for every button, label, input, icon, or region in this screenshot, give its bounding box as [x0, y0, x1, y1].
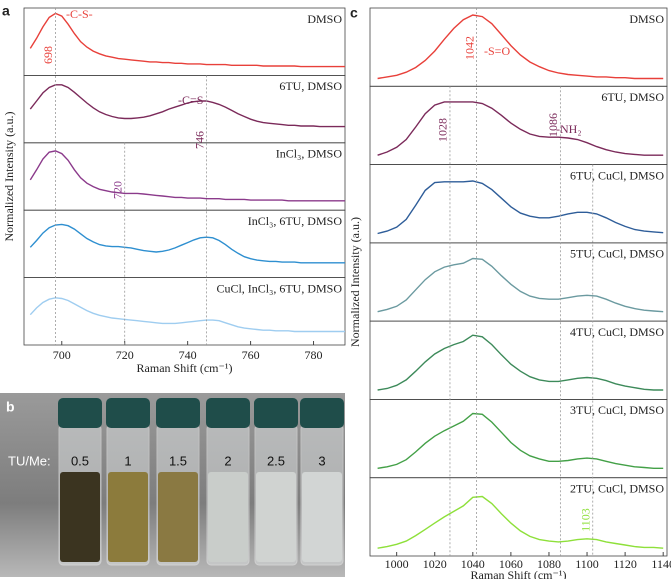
spectrum-line — [30, 298, 345, 332]
peak-label: 1103 — [579, 508, 593, 532]
vial-cap — [58, 398, 102, 428]
spectrum-line — [30, 224, 345, 262]
x-tick-label: 1040 — [461, 557, 485, 571]
spectrum-line — [378, 335, 664, 390]
vial-liquid — [302, 472, 342, 562]
x-tick-label: 1140 — [651, 557, 671, 571]
x-tick-label: 1020 — [423, 557, 447, 571]
x-tick-label: 760 — [242, 348, 260, 362]
spectrum-line — [378, 497, 664, 549]
ratio-value: 3 — [318, 453, 325, 468]
series-label: InCl₃, 6TU, DMSO — [248, 214, 343, 228]
annotation: -S=O — [484, 44, 510, 58]
figure: b TU/Me: 0.5 1 1.5 2 2.5 3 a Normalized Intensi… — [0, 0, 671, 579]
peak-label: 720 — [110, 181, 124, 199]
x-tick-label: 1120 — [613, 557, 637, 571]
ratio-value: 2.5 — [267, 453, 285, 468]
x-tick-label: 720 — [116, 348, 134, 362]
vial-liquid — [108, 472, 148, 562]
y-axis-label: Normalized Intensity (a.u.) — [348, 217, 362, 347]
x-tick-label: 700 — [53, 348, 71, 362]
x-tick-label: 780 — [305, 348, 323, 362]
series-label: 6TU, DMSO — [279, 79, 342, 93]
ratio-value: 1 — [124, 453, 131, 468]
series-label: 6TU, CuCl, DMSO — [570, 168, 664, 182]
x-tick-label: 1080 — [537, 557, 561, 571]
spectrum-line — [378, 102, 664, 155]
spectrum-line — [378, 181, 664, 234]
vial-cap — [300, 398, 344, 428]
series-label: InCl₃, DMSO — [276, 147, 343, 161]
ratio-value: 0.5 — [71, 453, 89, 468]
series-label: 5TU, CuCl, DMSO — [570, 247, 664, 261]
vial-liquid — [208, 472, 248, 562]
vial-liquid — [60, 472, 100, 562]
vial-cap — [206, 398, 250, 428]
x-tick-label: 1000 — [385, 557, 409, 571]
x-axis-label: Raman Shift (cm⁻¹) — [137, 361, 233, 375]
peak-label: 1042 — [462, 36, 476, 60]
spectrum-line — [378, 414, 664, 469]
series-label: 3TU, CuCl, DMSO — [570, 403, 664, 417]
spectrum-line — [30, 13, 345, 66]
series-label: DMSO — [629, 12, 664, 26]
peak-label: 1028 — [436, 118, 450, 142]
annotation: -NH₂ — [556, 122, 582, 136]
series-label: 4TU, CuCl, DMSO — [570, 325, 664, 339]
spectrum-line — [378, 15, 664, 79]
vial-liquid — [158, 472, 198, 562]
vial-cap — [106, 398, 150, 428]
vial-cap — [156, 398, 200, 428]
annotation: -C-S- — [66, 7, 93, 21]
spectrum-line — [378, 259, 664, 312]
series-label: 2TU, CuCl, DMSO — [570, 481, 664, 495]
panel-label: b — [6, 399, 15, 415]
ratio-value: 1.5 — [169, 453, 187, 468]
x-tick-label: 1100 — [575, 557, 599, 571]
x-tick-label: 740 — [179, 348, 197, 362]
series-label: 6TU, DMSO — [601, 90, 664, 104]
y-axis-label: Normalized Intensity (a.u.) — [2, 112, 16, 242]
peak-label: 698 — [41, 46, 55, 64]
panel-label: a — [2, 3, 10, 19]
series-label: DMSO — [307, 12, 342, 26]
vial-cap — [254, 398, 298, 428]
panel-label: c — [350, 5, 358, 21]
ratio-value: 2 — [224, 453, 231, 468]
x-tick-label: 1060 — [499, 557, 523, 571]
row-frame — [370, 8, 667, 86]
annotation: -C=S — [178, 93, 203, 107]
series-label: CuCl, InCl₃, 6TU, DMSO — [216, 281, 342, 295]
ratio-label: TU/Me: — [8, 453, 51, 468]
vial-liquid — [256, 472, 296, 562]
peak-label: 746 — [192, 131, 206, 149]
